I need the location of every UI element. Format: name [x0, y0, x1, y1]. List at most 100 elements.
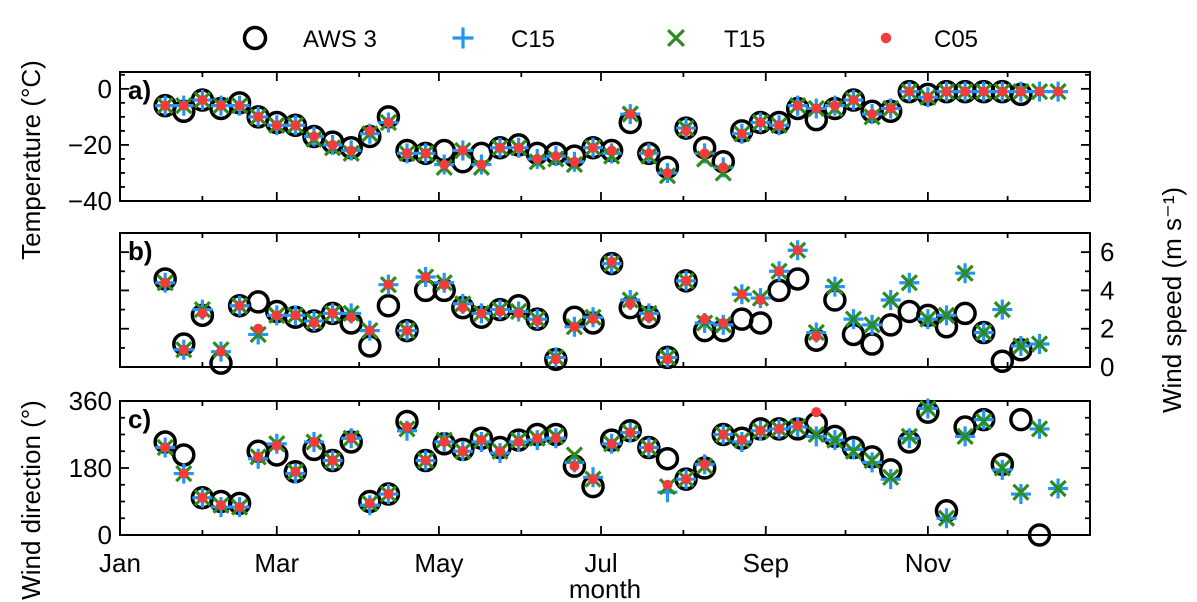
series-c05-2	[160, 245, 822, 365]
point-aws3-2-6	[246, 290, 270, 314]
y-tick-label-3-1: 0	[98, 520, 112, 550]
point-c05-3-18	[476, 435, 487, 446]
point-c05-2-10	[327, 308, 338, 319]
point-c05-1-13	[383, 117, 394, 128]
point-c05-2-36	[811, 331, 822, 342]
point-c05-1-21	[532, 153, 543, 164]
point-t15-3-47	[1012, 483, 1030, 501]
point-t15-1-30	[696, 150, 714, 168]
point-c05-1-10	[327, 139, 338, 150]
month-label-4: Jul	[584, 548, 617, 578]
point-c05-3-33	[755, 425, 766, 436]
panel-label-3: c)	[128, 404, 151, 434]
point-c05-2-33	[755, 295, 766, 305]
point-aws3-2-44	[953, 301, 977, 326]
month-label-2: Mar	[254, 548, 299, 578]
point-c05-1-36	[811, 103, 822, 114]
point-c05-3-19	[495, 446, 506, 457]
panel-frame-2	[119, 232, 1091, 368]
y-axis-label-wind-direction: Wind direction (°)	[16, 400, 46, 600]
point-c05-3-15	[420, 455, 431, 466]
point-c05-3-5	[234, 502, 245, 513]
point-c05-3-13	[383, 489, 394, 500]
point-c05-2-6	[253, 323, 264, 334]
point-c05-3-7	[271, 440, 282, 451]
point-c05-1-22	[550, 151, 561, 162]
point-c05-3-27	[643, 442, 654, 453]
point-c05-3-24	[588, 474, 599, 485]
y-tick-label-1-3: −40	[68, 186, 112, 216]
point-t15-2-46	[993, 300, 1011, 319]
point-t15-3-46	[993, 459, 1011, 477]
point-t15-2-37	[826, 277, 844, 296]
panel-label-1: a)	[128, 75, 151, 105]
point-t15-2-44	[956, 264, 974, 282]
point-c05-3-22	[550, 433, 561, 444]
point-c05-3-10	[327, 455, 338, 466]
point-t15-3-42	[919, 399, 937, 418]
point-c05-2-24	[588, 314, 599, 325]
point-aws3-2-39	[860, 332, 884, 356]
point-c05-2-26	[625, 298, 636, 309]
point-c05-3-36	[811, 407, 822, 418]
point-c05-1-4	[215, 100, 226, 111]
point-c05-1-41	[904, 86, 915, 97]
series-c05-1	[160, 86, 1064, 178]
point-t15-1-25	[603, 147, 621, 165]
point-c05-3-2	[178, 468, 189, 479]
point-c05-3-32	[736, 435, 747, 446]
point-c05-2-23	[569, 321, 580, 332]
point-c05-1-35	[792, 100, 803, 111]
point-c05-2-14	[402, 325, 413, 336]
point-c05-1-48	[1034, 86, 1045, 97]
point-c05-2-31	[718, 317, 729, 328]
point-c05-2-34	[774, 266, 785, 277]
point-c05-1-16	[439, 159, 450, 170]
y-tick-label-2-3: 4	[1100, 275, 1114, 305]
point-c05-2-32	[736, 289, 747, 300]
point-c05-1-46	[997, 86, 1008, 97]
point-c05-2-9	[309, 317, 319, 328]
point-c05-2-25	[606, 256, 617, 267]
point-c05-3-3	[197, 492, 208, 503]
point-c05-3-12	[364, 498, 375, 509]
series-c05-3	[160, 407, 822, 513]
y-tick-label-1-1: 0	[98, 74, 112, 104]
point-aws3-2-33	[748, 311, 773, 335]
point-c05-1-8	[290, 120, 301, 131]
point-c05-1-7	[271, 120, 282, 131]
point-t15-3-44	[956, 427, 974, 445]
point-c05-3-16	[439, 436, 450, 447]
point-t15-3-36	[807, 425, 825, 444]
point-c05-2-4	[215, 346, 226, 357]
panel-3: 0 180 360 c)	[69, 386, 1091, 550]
point-c05-3-20	[513, 436, 524, 447]
point-c05-3-31	[718, 429, 729, 440]
point-c05-3-17	[457, 446, 468, 457]
point-c05-1-43	[941, 86, 952, 97]
y-tick-label-3-3: 360	[69, 386, 112, 416]
point-t15-3-45	[975, 412, 993, 431]
month-label-6: Nov	[905, 548, 951, 578]
point-c05-2-21	[532, 316, 543, 327]
point-c05-1-30	[699, 148, 710, 159]
point-c05-2-2	[178, 344, 189, 355]
point-c05-2-16	[439, 279, 450, 290]
point-aws3-3-2	[172, 443, 196, 467]
point-t15-1-31	[714, 164, 732, 182]
point-c05-1-3	[197, 95, 208, 106]
point-t15-3-23	[565, 446, 584, 464]
point-c05-1-39	[867, 109, 878, 120]
month-label-3: May	[414, 548, 463, 578]
point-c05-1-6	[253, 111, 264, 122]
point-c05-1-45	[978, 86, 989, 97]
panels: 0 −20 −40 a) 0 2 4 6 b) 0 180 360 c) Jan Mar May Jul Sep N…	[16, 60, 1187, 600]
point-c05-1-24	[588, 142, 599, 153]
point-c05-1-1	[160, 100, 171, 111]
point-c05-2-28	[662, 354, 673, 365]
point-c05-1-15	[420, 148, 431, 159]
y-tick-label-1-2: −20	[68, 130, 112, 160]
point-c05-3-9	[309, 436, 319, 447]
point-c05-1-26	[625, 109, 636, 120]
